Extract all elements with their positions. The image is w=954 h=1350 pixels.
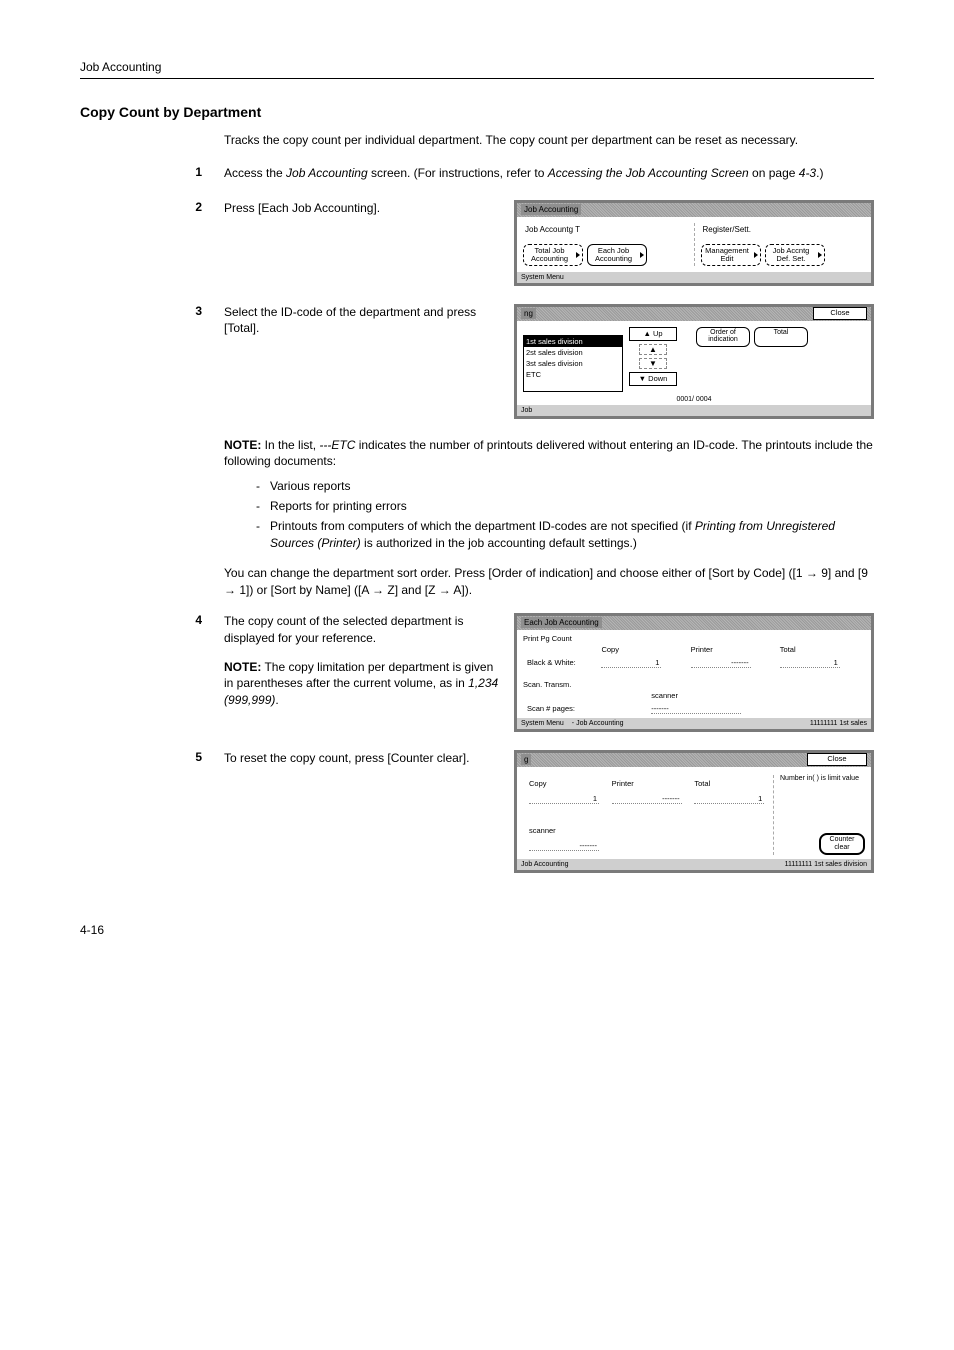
order-of-indication-button[interactable]: Order of indication [696,327,750,347]
scan-transm-label: Scan. Transm. [523,680,865,689]
step-number: 5 [178,750,202,764]
list-item[interactable]: 1st sales division [524,336,622,347]
step-1: 1 Access the Job Accounting screen. (For… [80,165,874,182]
step-text: Press [Each Job Accounting]. [224,200,514,217]
step-text: To reset the copy count, press [Counter … [224,750,514,767]
step-text: Select the ID-code of the department and… [224,304,514,338]
scan-pages-value: ------- [651,704,741,714]
step-number: 2 [178,200,202,214]
step-3: 3 Select the ID-code of the department a… [80,304,874,419]
note-etc: NOTE: In the list, ---ETC indicates the … [224,437,874,552]
scroll-up-icon[interactable]: ▲ [639,344,667,355]
job-accntg-def-set-button[interactable]: Job Accntg Def. Set. [765,244,825,266]
department-list[interactable]: 1st sales division 2st sales division 3s… [523,335,623,392]
count-table: Copy Printer Total 1 ------- 1 [523,775,773,808]
ss3-title: Each Job Accounting [521,617,602,628]
ss2-footer: Job [517,405,871,416]
sort-paragraph: You can change the department sort order… [224,565,874,599]
screenshot-3: Each Job Accounting Print Pg Count Copy … [514,613,874,732]
list-counter: 0001/ 0004 [523,396,865,403]
ss3-footer: System Menu - Job Accounting 11111111 1s… [517,718,871,729]
step-number: 4 [178,613,202,627]
step-5: 5 To reset the copy count, press [Counte… [80,750,874,873]
ss4-title-suffix: g [521,754,531,765]
each-job-accounting-button[interactable]: Each Job Accounting [587,244,647,266]
print-pg-count-label: Print Pg Count [523,634,865,643]
down-button[interactable]: ▼ Down [629,372,677,386]
ss4-footer: Job Accounting 11111111 1st sales divisi… [517,859,871,870]
note-list-item: Various reports [256,478,874,495]
page-header: Job Accounting [80,60,874,79]
intro-text: Tracks the copy count per individual dep… [224,132,874,149]
step-number: 3 [178,304,202,318]
page-title: Copy Count by Department [80,104,874,120]
scan-table: scanner Scan # pages:------- [523,689,865,716]
ss1-left-label: Job Accountg T [525,225,688,234]
printer-value: ------- [691,658,751,668]
ss1-right-label: Register/Sett. [703,225,866,234]
total-value: 1 [780,658,840,668]
total-button[interactable]: Total [754,327,808,347]
page-number: 4-16 [80,923,874,937]
ss2-title-suffix: ng [521,308,536,319]
ss1-footer: System Menu [517,272,871,283]
total-value: 1 [694,794,764,804]
scroll-down-icon[interactable]: ▼ [639,358,667,369]
screenshot-2: ng Close 1st sales division 2st sales di… [514,304,874,419]
step-2: 2 Press [Each Job Accounting]. Job Accou… [80,200,874,286]
management-edit-button[interactable]: Management Edit [701,244,761,266]
copy-value: 1 [601,658,661,668]
close-button[interactable]: Close [807,753,867,766]
scan-table: scanner ------- [523,822,773,855]
screenshot-1: Job Accounting Job Accountg T Total Job … [514,200,874,286]
step-text: The copy count of the selected departmen… [224,613,514,709]
count-table: Copy Printer Total Black & White: 1 ----… [523,643,865,670]
list-item[interactable]: 3st sales division [524,358,622,369]
counter-clear-button[interactable]: Counter clear [819,833,865,855]
list-item[interactable]: 2st sales division [524,347,622,358]
copy-value: 1 [529,794,599,804]
header-label: Job Accounting [80,60,161,74]
note-list-item: Printouts from computers of which the de… [256,518,874,552]
list-item[interactable]: ETC [524,369,622,380]
screenshot-4: g Close Copy Printer Total 1 [514,750,874,873]
up-button[interactable]: ▲ Up [629,327,677,341]
limit-note: Number in( ) is limit value [780,775,865,782]
printer-value: ------- [612,794,682,804]
scanner-value: ------- [529,841,599,851]
close-button[interactable]: Close [813,307,867,320]
step-text: Access the Job Accounting screen. (For i… [224,165,874,182]
note-list-item: Reports for printing errors [256,498,874,515]
total-job-accounting-button[interactable]: Total Job Accounting [523,244,583,266]
step-number: 1 [178,165,202,179]
ss1-title: Job Accounting [521,204,581,215]
step-4: 4 The copy count of the selected departm… [80,613,874,732]
